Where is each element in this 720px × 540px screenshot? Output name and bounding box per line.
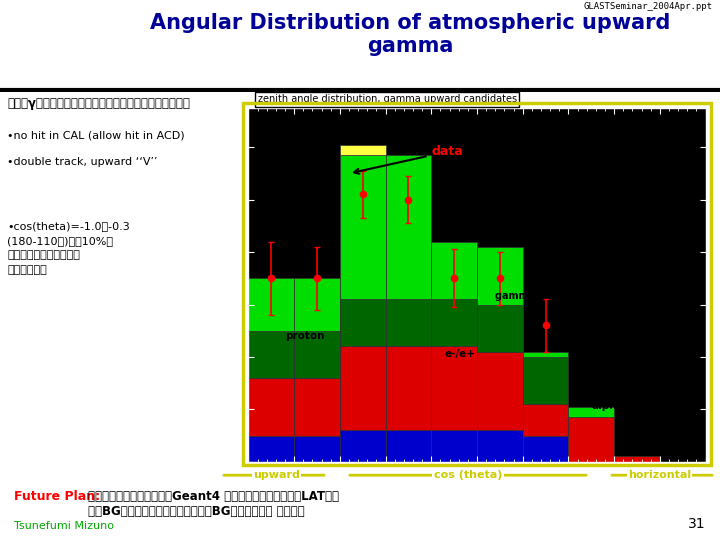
Bar <box>386 430 431 462</box>
Bar <box>523 435 568 462</box>
Bar <box>568 417 614 462</box>
Bar <box>248 435 294 462</box>
Bar <box>431 241 477 299</box>
Text: gamma downward: gamma downward <box>495 291 595 301</box>
Text: 31: 31 <box>688 517 706 531</box>
Text: •double track, upward ‘‘V’’: •double track, upward ‘‘V’’ <box>7 157 158 167</box>
Bar <box>294 330 340 378</box>
Text: horizontal: horizontal <box>628 470 691 480</box>
Bar <box>568 407 614 417</box>
Text: e-/e+: e-/e+ <box>445 349 476 359</box>
Text: cos (theta): cos (theta) <box>434 470 502 480</box>
Bar <box>523 357 568 404</box>
Bar <box>340 145 385 155</box>
Bar <box>340 299 385 347</box>
Bar <box>431 299 477 347</box>
Bar <box>248 278 294 330</box>
Bar <box>386 155 431 299</box>
Bar <box>386 299 431 347</box>
Bar <box>477 430 523 462</box>
Text: Angular Distribution of atmospheric upward
gamma: Angular Distribution of atmospheric upwa… <box>150 14 670 57</box>
Bar <box>431 347 477 430</box>
Bar <box>477 305 523 352</box>
Bar <box>523 404 568 435</box>
Text: alpha: alpha <box>591 401 624 411</box>
Y-axis label: counts/s: counts/s <box>217 264 226 306</box>
Text: gamma
upward: gamma upward <box>446 212 490 233</box>
Bar <box>248 378 294 435</box>
Text: zenith angle distribution, gamma upward candidates: zenith angle distribution, gamma upward … <box>258 94 517 104</box>
Bar <box>477 352 523 430</box>
Bar <box>340 430 385 462</box>
Bar <box>294 435 340 462</box>
Text: 宇宙線フラックスモデル、Geant4 シミュレーターを用い、LATにお
けるBG除去のアルゴリズムの開発、BGレベルの評価 を行う。: 宇宙線フラックスモデル、Geant4 シミュレーターを用い、LATにお けるBG… <box>89 490 339 518</box>
Bar <box>386 347 431 430</box>
Bar <box>340 155 385 299</box>
Text: 上向きγ線事象を選び、角度分布をデータとモデルで比較: 上向きγ線事象を選び、角度分布をデータとモデルで比較 <box>7 97 190 110</box>
Text: data: data <box>354 145 463 174</box>
Bar <box>340 347 385 430</box>
Bar <box>477 247 523 305</box>
Text: upward: upward <box>253 470 300 480</box>
Bar <box>431 430 477 462</box>
Bar <box>523 352 568 357</box>
Text: Future Plan:: Future Plan: <box>14 490 104 503</box>
Bar <box>248 330 294 378</box>
Bar <box>614 456 660 462</box>
Text: GLASTSeminar_2004Apr.ppt: GLASTSeminar_2004Apr.ppt <box>584 2 713 11</box>
Text: proton: proton <box>285 330 325 341</box>
Text: •cos(theta)=-1.0～-0.3
(180-110度)まで10%程
度内でデータを再現する
ことに成功。: •cos(theta)=-1.0～-0.3 (180-110度)まで10%程 度… <box>7 221 130 275</box>
Text: Tsunefumi Mizuno: Tsunefumi Mizuno <box>14 521 114 531</box>
Bar <box>294 378 340 435</box>
Bar <box>294 278 340 330</box>
Text: •no hit in CAL (allow hit in ACD): •no hit in CAL (allow hit in ACD) <box>7 131 185 140</box>
